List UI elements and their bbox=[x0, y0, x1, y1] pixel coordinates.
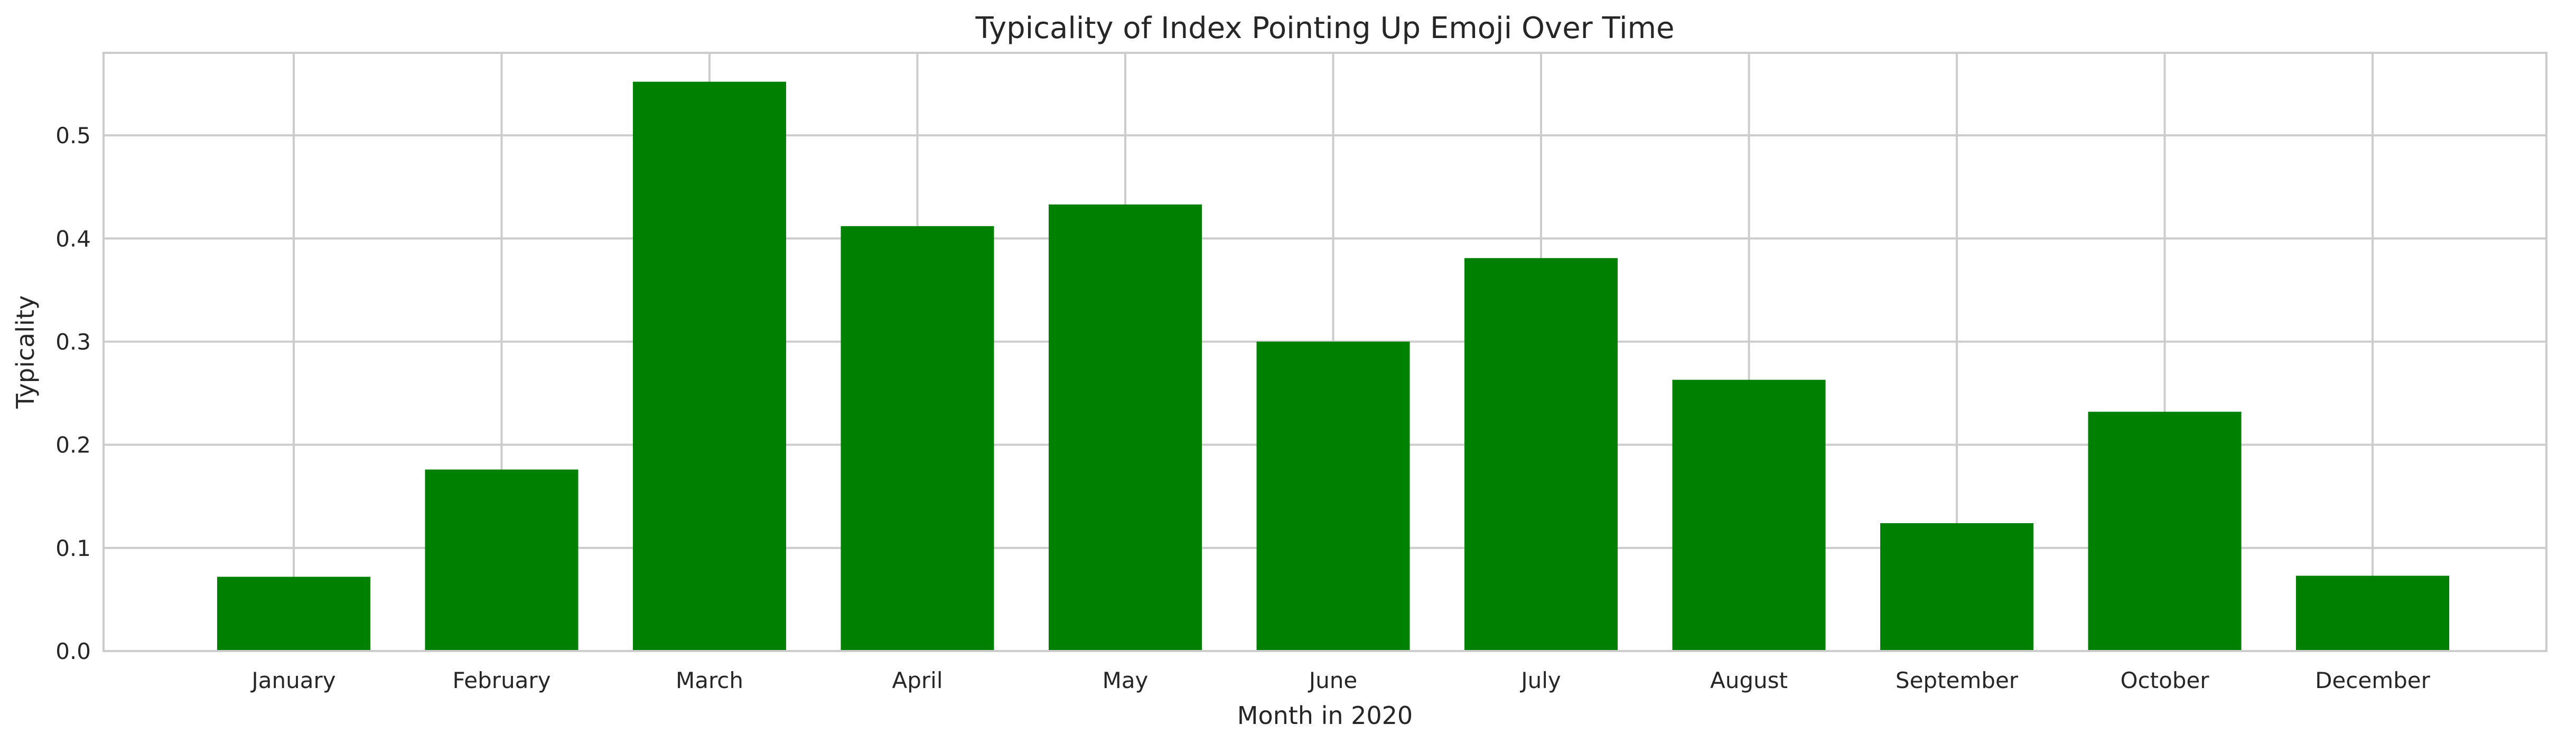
x-tick-label: May bbox=[1103, 667, 1149, 693]
chart-title: Typicality of Index Pointing Up Emoji Ov… bbox=[975, 11, 1674, 45]
x-tick-label: February bbox=[452, 667, 550, 693]
bar bbox=[2296, 575, 2449, 651]
bar bbox=[633, 81, 786, 651]
y-tick-labels: 0.0 0.1 0.2 0.3 0.4 0.5 bbox=[55, 123, 91, 664]
y-tick-label: 0.4 bbox=[55, 226, 91, 252]
bar bbox=[1464, 258, 1618, 652]
x-tick-label: August bbox=[1710, 667, 1788, 693]
bar bbox=[841, 226, 994, 651]
y-tick-label: 0.5 bbox=[55, 123, 91, 148]
bars bbox=[217, 81, 2449, 652]
y-tick-label: 0.3 bbox=[55, 329, 91, 355]
y-tick-label: 0.1 bbox=[55, 535, 91, 561]
x-tick-label: January bbox=[250, 667, 335, 693]
bar bbox=[1256, 341, 1410, 651]
x-tick-label: December bbox=[2315, 667, 2431, 693]
bar bbox=[1049, 204, 1202, 651]
y-tick-label: 0.2 bbox=[55, 432, 91, 458]
bar bbox=[217, 577, 370, 651]
y-tick-label: 0.0 bbox=[55, 638, 91, 664]
x-tick-label: September bbox=[1896, 667, 2019, 693]
x-tick-label: June bbox=[1308, 667, 1357, 693]
bar bbox=[2088, 412, 2242, 651]
y-axis-label: Typicality bbox=[11, 295, 40, 409]
plot-frame bbox=[102, 52, 2547, 652]
bar bbox=[1880, 523, 2033, 651]
x-axis-label: Month in 2020 bbox=[1237, 701, 1413, 730]
bar bbox=[1672, 379, 1826, 651]
x-tick-label: March bbox=[676, 667, 743, 693]
x-tick-label: October bbox=[2120, 667, 2209, 693]
x-tick-labels: January February March April May June July Augu… bbox=[250, 667, 2430, 693]
bar bbox=[425, 469, 578, 651]
x-tick-label: April bbox=[892, 667, 943, 693]
x-tick-label: July bbox=[1519, 667, 1561, 693]
